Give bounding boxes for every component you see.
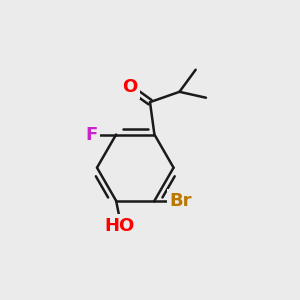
Text: O: O (122, 78, 137, 96)
Text: Br: Br (170, 192, 192, 210)
Text: HO: HO (104, 217, 134, 235)
Text: F: F (85, 125, 97, 143)
